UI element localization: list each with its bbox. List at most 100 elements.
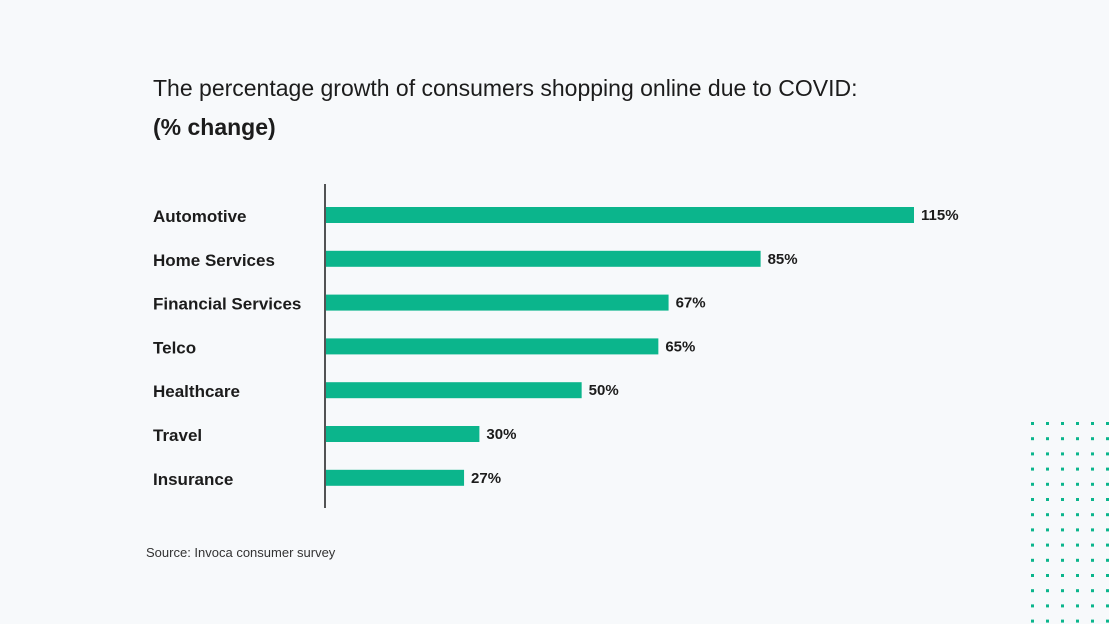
- decor-dot: [1106, 467, 1109, 471]
- decor-dot: [1046, 482, 1049, 486]
- decor-dot: [1106, 604, 1109, 608]
- decor-dot: [1106, 558, 1109, 562]
- decor-dot: [1031, 513, 1034, 517]
- decor-dot: [1031, 437, 1034, 441]
- decor-dot: [1031, 482, 1034, 486]
- decor-dot: [1106, 574, 1109, 577]
- chart-subtitle: (% change): [153, 114, 276, 140]
- decor-dot: [1076, 528, 1079, 532]
- category-label: Home Services: [153, 251, 275, 270]
- decor-dot: [1031, 604, 1034, 608]
- decor-dot: [1106, 513, 1109, 517]
- decor-dot: [1061, 513, 1064, 517]
- chart-title: The percentage growth of consumers shopp…: [153, 75, 857, 101]
- decor-dot: [1031, 467, 1034, 471]
- decor-dot: [1031, 558, 1034, 562]
- decor-dot: [1091, 528, 1094, 532]
- decor-dot: [1046, 619, 1049, 623]
- decor-dot: [1061, 482, 1064, 486]
- decor-dot: [1031, 452, 1034, 456]
- bar: [326, 338, 659, 355]
- decor-dot: [1091, 513, 1094, 517]
- decor-dot: [1061, 619, 1064, 623]
- decor-dot: [1046, 513, 1049, 517]
- decor-dot: [1106, 498, 1109, 501]
- decor-dot: [1061, 528, 1064, 532]
- decor-dot: [1046, 437, 1049, 441]
- value-label: 65%: [665, 338, 695, 355]
- category-label: Automotive: [153, 207, 247, 226]
- decor-dot: [1091, 422, 1094, 425]
- decor-dot: [1061, 604, 1064, 608]
- decor-dot: [1091, 543, 1094, 547]
- decor-dot: [1091, 589, 1094, 593]
- bar: [326, 382, 582, 399]
- decor-dot: [1031, 574, 1034, 577]
- decor-dot: [1061, 467, 1064, 471]
- decor-dot: [1031, 498, 1034, 501]
- bar: [326, 294, 669, 311]
- value-label: 27%: [471, 470, 501, 487]
- bar: [326, 207, 914, 223]
- decor-dot: [1091, 558, 1094, 562]
- category-label: Financial Services: [153, 295, 301, 314]
- decor-dot: [1076, 437, 1079, 441]
- decor-dot: [1046, 498, 1049, 501]
- decor-dot: [1061, 437, 1064, 441]
- decor-dot: [1046, 543, 1049, 547]
- decor-dot: [1106, 619, 1109, 623]
- decor-dot: [1046, 528, 1049, 532]
- category-label: Insurance: [153, 470, 233, 489]
- decor-dot: [1061, 589, 1064, 593]
- decor-dot: [1046, 589, 1049, 593]
- decor-dot: [1106, 589, 1109, 593]
- decor-dot: [1076, 422, 1079, 425]
- decor-dot: [1091, 604, 1094, 608]
- decor-dot: [1076, 452, 1079, 456]
- decor-dot: [1091, 482, 1094, 486]
- decor-dot: [1106, 422, 1109, 425]
- decor-dot: [1076, 513, 1079, 517]
- decor-dot: [1091, 574, 1094, 577]
- value-label: 30%: [486, 426, 516, 443]
- decor-dot: [1046, 452, 1049, 456]
- bar: [326, 426, 480, 442]
- decor-dot: [1091, 498, 1094, 501]
- decor-dot: [1076, 482, 1079, 486]
- decor-dot: [1076, 498, 1079, 501]
- decor-dot: [1031, 422, 1034, 425]
- source-note: Source: Invoca consumer survey: [146, 545, 336, 560]
- decor-dot: [1046, 574, 1049, 577]
- decor-dot: [1061, 574, 1064, 577]
- decor-dot: [1076, 619, 1079, 623]
- value-label: 115%: [921, 207, 959, 224]
- decor-dot: [1046, 604, 1049, 608]
- decor-dot: [1076, 558, 1079, 562]
- category-label: Travel: [153, 426, 202, 445]
- decor-dot: [1076, 589, 1079, 593]
- decor-dot: [1106, 543, 1109, 547]
- category-label: Healthcare: [153, 382, 240, 401]
- decor-dot: [1076, 543, 1079, 547]
- decor-dot: [1061, 543, 1064, 547]
- decor-dot: [1061, 558, 1064, 562]
- decor-dot: [1031, 589, 1034, 593]
- decor-dot: [1106, 482, 1109, 486]
- decor-dot: [1031, 619, 1034, 623]
- category-label: Telco: [153, 338, 196, 357]
- value-label: 85%: [768, 251, 798, 268]
- decor-dot: [1106, 437, 1109, 441]
- decor-dot: [1091, 619, 1094, 623]
- decor-dot: [1031, 543, 1034, 547]
- bar: [326, 250, 761, 267]
- decor-dot: [1076, 604, 1079, 608]
- dot-grid-decoration: [1031, 422, 1109, 623]
- decor-dot: [1031, 528, 1034, 532]
- decor-dot: [1106, 452, 1109, 456]
- decor-dot: [1061, 498, 1064, 501]
- decor-dot: [1091, 467, 1094, 471]
- decor-dot: [1076, 574, 1079, 577]
- decor-dot: [1076, 467, 1079, 471]
- decor-dot: [1046, 422, 1049, 425]
